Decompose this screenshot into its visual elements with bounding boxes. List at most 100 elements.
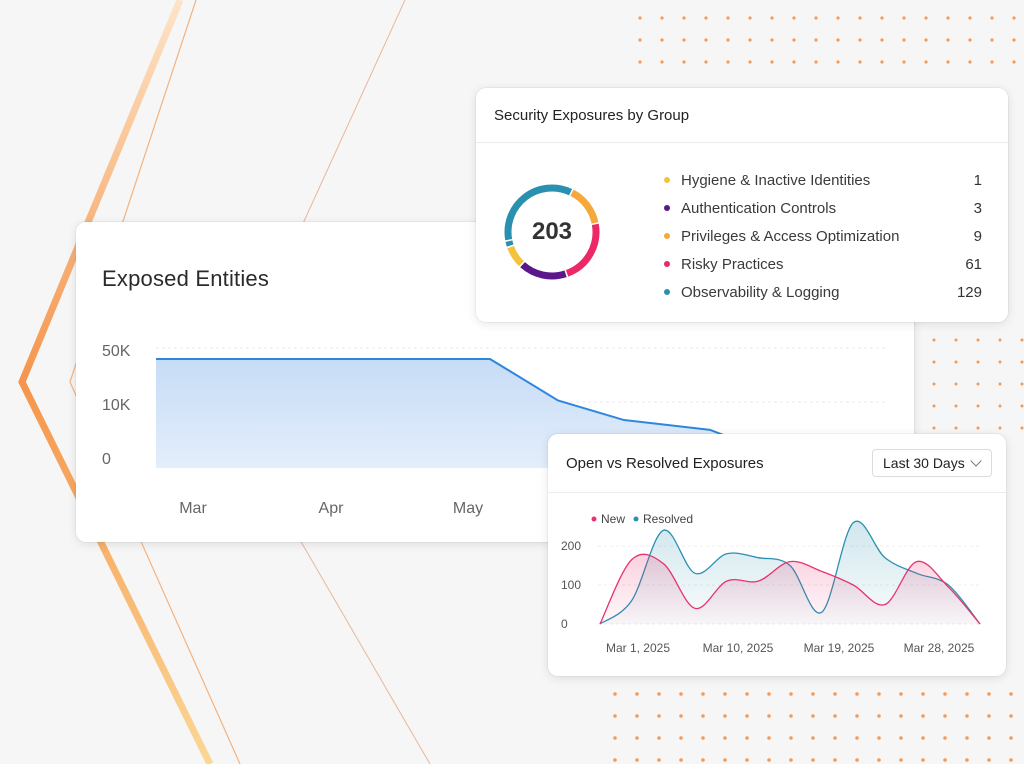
y-tick-label: 10K	[102, 397, 131, 414]
x-tick-label: Apr	[319, 500, 345, 517]
x-tick-label: Mar 28, 2025	[904, 641, 975, 655]
date-range-select[interactable]: Last 30 Days	[872, 449, 992, 477]
bg-dot	[1012, 38, 1016, 42]
bg-dot	[968, 60, 972, 64]
bg-dot	[682, 60, 686, 64]
y-tick-label: 0	[102, 451, 111, 468]
bg-dot	[833, 758, 837, 762]
bg-dot	[811, 692, 815, 696]
bg-dot	[855, 736, 859, 740]
bg-dot	[943, 736, 947, 740]
bg-dot	[789, 758, 793, 762]
bg-dot	[1020, 426, 1024, 430]
legend-label: Resolved	[643, 512, 693, 526]
bg-dot	[946, 60, 950, 64]
bg-dot	[924, 60, 928, 64]
exposure-group-item: Risky Practices 61	[664, 250, 982, 278]
bg-dot	[657, 692, 661, 696]
chart-legend: New Resolved	[591, 512, 693, 526]
bg-dot	[987, 692, 991, 696]
exposure-group-label: Privileges & Access Optimization	[681, 227, 900, 245]
bg-dot	[704, 38, 708, 42]
bg-dot	[657, 714, 661, 718]
bg-dot	[836, 38, 840, 42]
bg-dot	[858, 16, 862, 20]
bg-dot	[745, 692, 749, 696]
bg-dot	[836, 16, 840, 20]
bg-dot	[635, 736, 639, 740]
exposure-group-count: 1	[973, 171, 982, 189]
bg-dot	[932, 404, 936, 408]
chevron-line	[69, 0, 241, 764]
bg-dot	[921, 714, 925, 718]
bg-dot	[877, 736, 881, 740]
bg-dot	[976, 338, 980, 342]
security-exposures-title: Security Exposures by Group	[476, 88, 1008, 143]
bg-dot	[899, 758, 903, 762]
bg-dot	[767, 692, 771, 696]
bg-dot	[877, 758, 881, 762]
bg-dot	[792, 60, 796, 64]
bg-dot	[932, 338, 936, 342]
bg-dot	[921, 736, 925, 740]
new-area	[600, 554, 980, 624]
bg-dot	[858, 60, 862, 64]
bg-dot	[814, 60, 818, 64]
x-tick-label: May	[453, 500, 483, 517]
bg-dot	[921, 692, 925, 696]
bg-dot	[679, 736, 683, 740]
bg-dot	[946, 16, 950, 20]
dot-grid	[613, 16, 1024, 762]
bg-dot	[921, 758, 925, 762]
chevron-down-icon	[970, 455, 982, 467]
bg-dot	[932, 382, 936, 386]
exposure-group-label: Observability & Logging	[681, 283, 840, 301]
security-exposures-card: Security Exposures by Group 203 Hygiene …	[476, 88, 1008, 322]
bg-dot	[660, 16, 664, 20]
bg-dot	[792, 38, 796, 42]
bg-dot	[635, 692, 639, 696]
exposure-group-label: Authentication Controls	[681, 199, 837, 217]
bg-dot	[767, 714, 771, 718]
bg-dot	[954, 382, 958, 386]
donut-segment	[520, 261, 567, 280]
bg-dot	[635, 714, 639, 718]
bg-dot	[789, 736, 793, 740]
bg-dot	[855, 714, 859, 718]
bg-dot	[902, 16, 906, 20]
bg-dot	[998, 382, 1002, 386]
open-resolved-title: Open vs Resolved Exposures	[566, 454, 764, 472]
bg-dot	[723, 692, 727, 696]
bg-dot	[833, 692, 837, 696]
donut-segment	[507, 245, 524, 267]
bg-dot	[968, 16, 972, 20]
bg-dot	[880, 16, 884, 20]
bg-dot	[1012, 60, 1016, 64]
bg-dot	[635, 758, 639, 762]
bg-dot	[745, 714, 749, 718]
bg-dot	[770, 60, 774, 64]
bg-dot	[723, 736, 727, 740]
bg-dot	[954, 338, 958, 342]
exposure-group-count: 61	[965, 255, 982, 273]
donut-segment	[570, 189, 599, 224]
bg-dot	[943, 714, 947, 718]
bg-dot	[638, 60, 642, 64]
bg-dot	[811, 758, 815, 762]
exposure-group-count: 9	[973, 227, 982, 245]
bg-dot	[987, 714, 991, 718]
bg-dot	[679, 692, 683, 696]
exposure-group-count: 129	[956, 283, 982, 301]
x-tick-label: Mar	[179, 500, 207, 517]
bg-dot	[902, 60, 906, 64]
x-tick-label: Mar 19, 2025	[804, 641, 875, 655]
diagonal-line	[299, 0, 406, 231]
bg-dot	[726, 38, 730, 42]
bg-dot	[789, 714, 793, 718]
bg-dot	[998, 404, 1002, 408]
bg-dot	[748, 60, 752, 64]
bg-dot	[613, 758, 617, 762]
bg-dot	[998, 426, 1002, 430]
bg-dot	[932, 426, 936, 430]
